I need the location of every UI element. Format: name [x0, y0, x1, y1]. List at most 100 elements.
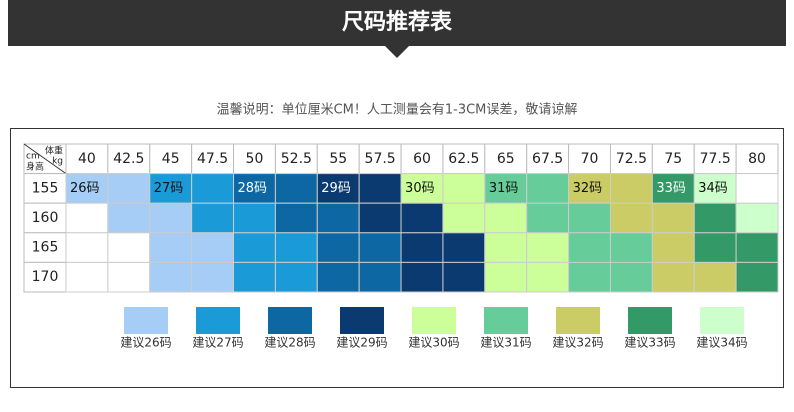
legend-swatch: [196, 307, 240, 334]
size-cell: [400, 261, 444, 293]
size-cell: [484, 173, 528, 204]
size-cell: [149, 202, 193, 234]
size-cell: [526, 232, 570, 263]
weight-label: 47.5: [197, 151, 228, 167]
size-label: 27码: [154, 181, 184, 196]
size-cell: [233, 202, 276, 234]
size-cell: [358, 202, 402, 234]
size-cell: [735, 232, 779, 263]
size-cell: [609, 173, 653, 204]
size-cell: [274, 261, 318, 293]
weight-label: 60: [413, 151, 431, 167]
size-cell: [651, 261, 695, 293]
size-cell: [233, 261, 276, 293]
weight-label: 70: [581, 151, 599, 167]
size-cell: [651, 173, 695, 204]
size-cell: [316, 202, 360, 234]
banner-pointer: [385, 46, 409, 58]
corner-height-unit: cm: [26, 152, 40, 162]
legend-swatch: [340, 307, 384, 334]
weight-label: 45: [162, 151, 180, 167]
size-cell: [107, 173, 151, 204]
weight-label: 77.5: [700, 151, 731, 167]
legend-label: 建议27码: [192, 336, 243, 350]
size-cell: [651, 232, 695, 263]
size-cell: [274, 173, 318, 204]
size-cell: [107, 261, 151, 293]
weight-label: 40: [78, 151, 96, 167]
legend-swatch: [628, 307, 672, 334]
legend-label: 建议31码: [480, 336, 531, 350]
size-cell: [526, 202, 570, 234]
weight-label: 65: [497, 151, 515, 167]
size-cell: [442, 232, 486, 263]
weight-label: 52.5: [281, 151, 312, 167]
size-cell: [107, 202, 151, 234]
size-cell: [568, 232, 611, 263]
size-cell: [233, 232, 276, 263]
size-cell: [316, 232, 360, 263]
size-cell: [442, 202, 486, 234]
weight-label: 75: [664, 151, 682, 167]
legend-swatch: [268, 307, 312, 334]
corner-diagonal: [23, 143, 67, 175]
size-cell: [568, 202, 611, 234]
size-label: 33码: [656, 181, 686, 196]
size-cell: [358, 261, 402, 293]
weight-label: 67.5: [532, 151, 563, 167]
legend-label: 建议26码: [120, 336, 171, 350]
height-cell: [23, 202, 67, 234]
legend-swatch: [556, 307, 600, 334]
size-cell: [316, 173, 360, 204]
size-cell: [568, 261, 611, 293]
legend-label: 建议30码: [408, 336, 459, 350]
legend-swatch: [412, 307, 456, 334]
size-cell: [400, 232, 444, 263]
table-frame: [10, 128, 784, 388]
corner-weight: 体重: [45, 145, 63, 157]
height-label: 155: [32, 180, 59, 196]
size-cell: [693, 261, 737, 293]
size-cell: [149, 261, 193, 293]
weight-label: 80: [748, 151, 766, 167]
size-cell: [484, 232, 528, 263]
size-cell: [526, 173, 570, 204]
weight-label: 50: [246, 151, 264, 167]
size-label: 34码: [698, 181, 728, 196]
size-cell: [191, 261, 235, 293]
weight-label: 72.5: [616, 151, 647, 167]
size-cell: [274, 232, 318, 263]
size-cell: [442, 261, 486, 293]
size-cell: [65, 261, 109, 293]
banner: [8, 0, 786, 46]
size-label: 30码: [405, 181, 435, 196]
size-cell: [484, 202, 528, 234]
size-cell: [609, 202, 653, 234]
size-cell: [735, 202, 779, 234]
size-cell: [274, 202, 318, 234]
size-label: 28码: [238, 181, 268, 196]
size-cell: [65, 202, 109, 234]
legend-label: 建议32码: [552, 336, 603, 350]
header-cell: [358, 143, 402, 175]
legend-swatch: [484, 307, 528, 334]
size-label: 26码: [70, 181, 100, 196]
header-cell: [400, 143, 444, 175]
size-cell: [735, 261, 779, 293]
header-cell: [526, 143, 570, 175]
size-cell: [358, 232, 402, 263]
legend-swatch: [124, 307, 168, 334]
size-cell: [191, 173, 235, 204]
weight-label: 57.5: [365, 151, 396, 167]
header-cell: [316, 143, 360, 175]
header-cell: [568, 143, 611, 175]
size-cell: [735, 173, 779, 204]
weight-label: 42.5: [113, 151, 144, 167]
height-cell: [23, 261, 67, 293]
header-cell: [484, 143, 528, 175]
size-cell: [609, 261, 653, 293]
size-cell: [693, 202, 737, 234]
size-cell: [191, 232, 235, 263]
size-cell: [400, 202, 444, 234]
